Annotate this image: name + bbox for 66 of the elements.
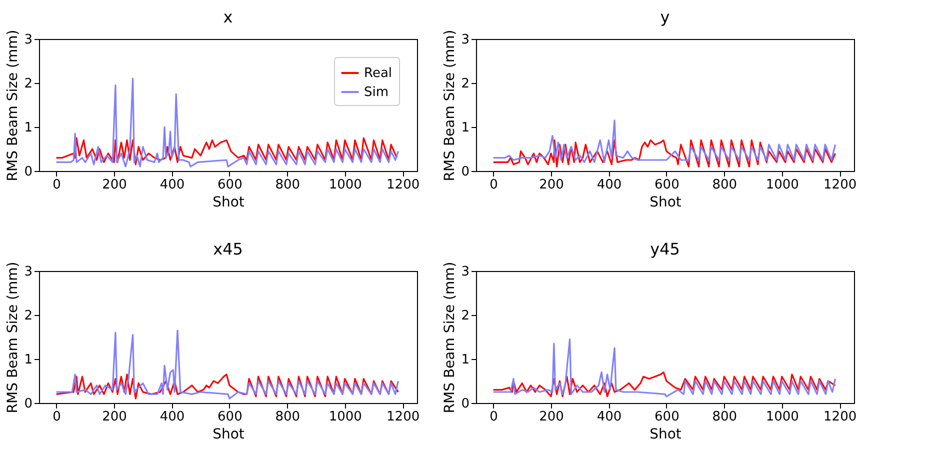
line-series <box>492 139 836 168</box>
x-tick-label: 1200 <box>386 410 420 424</box>
x-axis-title: Shot <box>650 194 682 210</box>
x-tick-label: 400 <box>160 178 185 192</box>
chart-title: y <box>660 7 670 26</box>
x-tick-label: 1200 <box>824 178 857 192</box>
y-tick-label: 1 <box>461 352 470 368</box>
y-tick-label: 2 <box>24 76 32 92</box>
line-series <box>56 330 400 400</box>
x-tick-label: 600 <box>218 178 242 192</box>
x-tick-label: 800 <box>275 410 300 424</box>
x-tick-label: 800 <box>712 178 738 192</box>
y-tick-label: 1 <box>461 120 470 136</box>
x-tick-label: 1000 <box>328 410 362 424</box>
x-tick-label: 200 <box>539 178 564 192</box>
line-series <box>492 120 836 163</box>
x-tick-label: 800 <box>275 178 300 192</box>
y-tick-label: 0 <box>24 396 32 412</box>
line-series <box>56 137 398 166</box>
x-tick-label: 0 <box>490 178 498 192</box>
x-tick-label: 800 <box>712 410 738 424</box>
x-tick-label: 400 <box>596 178 622 192</box>
x-tick-label: 1000 <box>766 178 799 192</box>
y-axis-title: RMS Beam Size (mm) <box>5 262 22 414</box>
y-tick-label: 0 <box>24 164 32 180</box>
y-tick-label: 2 <box>24 308 32 324</box>
line-series <box>492 371 836 398</box>
x-tick-label: 1000 <box>328 178 362 192</box>
y-axis-title: RMS Beam Size (mm) <box>442 30 458 182</box>
y-tick-label: 2 <box>461 308 470 324</box>
x-tick-label: 400 <box>596 410 622 424</box>
chart-title: x45 <box>213 239 243 258</box>
x-tick-label: 600 <box>218 410 242 424</box>
x-axis-title: Shot <box>212 426 245 442</box>
y-axis-title: RMS Beam Size (mm) <box>442 262 458 414</box>
x-axis-title: Shot <box>650 426 682 442</box>
y-tick-label: 1 <box>24 120 32 136</box>
y-tick-label: 3 <box>24 32 32 48</box>
x-tick-label: 200 <box>102 410 127 424</box>
y-tick-label: 3 <box>461 32 470 48</box>
legend-label: Real <box>364 66 392 81</box>
chart-title: x <box>223 7 233 26</box>
x-tick-label: 600 <box>654 178 680 192</box>
line-series <box>56 78 400 168</box>
x-tick-label: 1200 <box>386 178 420 192</box>
x-tick-label: 0 <box>52 410 61 424</box>
x-tick-label: 200 <box>102 178 127 192</box>
y-tick-label: 2 <box>461 76 470 92</box>
y-axis-title: RMS Beam Size (mm) <box>5 30 22 182</box>
legend-label: Sim <box>364 85 389 100</box>
line-series <box>56 374 400 400</box>
x-tick-label: 400 <box>160 410 185 424</box>
y-tick-label: 0 <box>461 164 470 180</box>
chart-title: y45 <box>650 239 680 258</box>
x-tick-label: 0 <box>490 410 498 424</box>
x-tick-label: 600 <box>654 410 680 424</box>
x-axis-title: Shot <box>212 194 245 210</box>
x-tick-label: 1000 <box>766 410 799 424</box>
y-tick-label: 1 <box>24 352 32 368</box>
x-tick-label: 200 <box>539 410 564 424</box>
x-tick-label: 1200 <box>824 410 857 424</box>
y-tick-label: 3 <box>24 264 32 280</box>
line-series <box>492 338 836 398</box>
y-tick-label: 3 <box>461 264 470 280</box>
y-tick-label: 0 <box>461 396 470 412</box>
x-tick-label: 0 <box>52 178 61 192</box>
